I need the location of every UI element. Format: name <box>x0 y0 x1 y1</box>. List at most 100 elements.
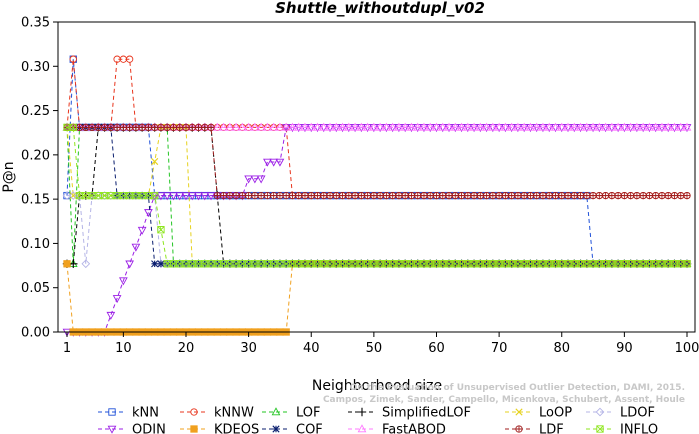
point-ldf <box>570 192 578 200</box>
x-tick-label: 90 <box>616 341 633 356</box>
point-fastabod <box>463 122 473 131</box>
point-fastabod <box>288 122 297 131</box>
point-fastabod <box>469 122 479 131</box>
point-ldof <box>187 259 197 269</box>
point-fastabod <box>588 122 598 131</box>
y-tick-label: 0.05 <box>21 281 50 296</box>
series-line-ldof <box>67 195 687 265</box>
point-fastabod <box>494 122 504 131</box>
legend-marker <box>515 425 523 433</box>
point-fastabod <box>651 122 661 131</box>
point-ldof <box>106 191 116 200</box>
point-ldof <box>156 259 166 269</box>
point-ldof <box>212 259 222 269</box>
point-ldof <box>125 191 134 200</box>
point-ldf <box>476 192 484 200</box>
y-axis: 0.00 0.05 0.10 0.15 0.20 0.25 0.30 0.35 <box>21 16 58 341</box>
point-ldof <box>100 191 109 200</box>
point-ldof <box>244 259 253 269</box>
x-tick-label: 60 <box>428 341 445 356</box>
point-fastabod <box>250 122 260 131</box>
point-fastabod <box>482 122 491 131</box>
point-ldf <box>520 192 528 200</box>
point-ldf <box>626 192 635 200</box>
point-ldof <box>169 259 178 269</box>
point-fastabod <box>432 122 441 131</box>
point-ldf <box>495 192 503 200</box>
point-ldf <box>107 123 115 131</box>
point-ldof <box>62 191 72 200</box>
point-ldf <box>664 192 672 200</box>
series-ldf <box>63 123 691 200</box>
point-ldf <box>345 192 353 200</box>
legend-label: KDEOS <box>214 423 259 434</box>
point-fastabod <box>382 122 391 131</box>
point-ldf <box>389 192 397 200</box>
point-fastabod <box>613 122 623 131</box>
point-ldf <box>226 192 234 200</box>
point-ldf <box>207 123 215 131</box>
x-tick-label: 30 <box>240 341 257 356</box>
x-tick-label: 10 <box>115 341 132 356</box>
point-odin <box>112 295 122 304</box>
point-ldf <box>376 192 384 200</box>
y-tick-label: 0.00 <box>21 326 50 341</box>
point-ldf <box>589 192 597 200</box>
point-fastabod <box>212 122 222 131</box>
point-ldof <box>219 259 228 269</box>
series-inflo <box>63 123 691 268</box>
point-ldf <box>639 192 647 200</box>
point-ldf <box>382 192 391 200</box>
x-axis-label: Neighborhood size <box>312 378 442 394</box>
legend-item-ldof: LDOF <box>586 406 655 421</box>
point-fastabod <box>438 122 448 131</box>
x-tick-label: 40 <box>303 341 320 356</box>
legend-marker <box>515 408 523 416</box>
point-fastabod <box>526 122 535 131</box>
point-ldf <box>420 192 428 200</box>
point-fastabod <box>538 122 548 131</box>
point-fastabod <box>356 122 366 131</box>
point-ldf <box>244 192 253 200</box>
x-tick-label: 70 <box>491 341 508 356</box>
series-layer <box>62 55 692 337</box>
point-fastabod <box>594 122 604 131</box>
point-ldf <box>539 192 547 200</box>
point-odin <box>250 175 260 184</box>
point-odin <box>187 192 197 201</box>
point-fastabod <box>319 122 329 131</box>
point-ldf <box>501 192 510 200</box>
legend-marker <box>357 424 367 433</box>
point-odin <box>119 277 128 286</box>
point-ldf <box>451 192 459 200</box>
point-ldf <box>670 192 679 200</box>
point-ldf <box>326 192 334 200</box>
point-fastabod <box>544 122 554 131</box>
legend-item-kdeos: KDEOS <box>180 423 259 434</box>
point-odin <box>106 311 116 320</box>
y-tick-label: 0.30 <box>21 60 50 75</box>
legend-label: LDF <box>539 423 564 434</box>
point-ldf <box>507 191 516 200</box>
point-ldof <box>131 191 141 200</box>
credit-line-1: Campos, Zimek, Sander, Campello, Micenko… <box>323 395 685 405</box>
point-fastabod <box>657 122 667 131</box>
point-ldf <box>614 192 622 200</box>
y-axis-label: P@n <box>1 161 17 192</box>
point-ldf <box>320 192 328 200</box>
point-ldf <box>251 192 259 200</box>
legend-label: kNNW <box>214 406 254 421</box>
point-ldf <box>395 192 403 200</box>
point-ldf <box>489 192 497 200</box>
point-fastabod <box>306 122 316 131</box>
x-tick-label: 1 <box>63 341 71 356</box>
point-fastabod <box>338 122 347 131</box>
point-ldf <box>75 123 84 131</box>
point-ldf <box>482 192 491 200</box>
point-ldf <box>157 123 165 131</box>
point-odin <box>256 175 266 184</box>
legend-label: COF <box>296 423 323 434</box>
point-loop <box>151 157 159 166</box>
point-odin <box>156 192 166 201</box>
point-ldof <box>231 259 241 269</box>
